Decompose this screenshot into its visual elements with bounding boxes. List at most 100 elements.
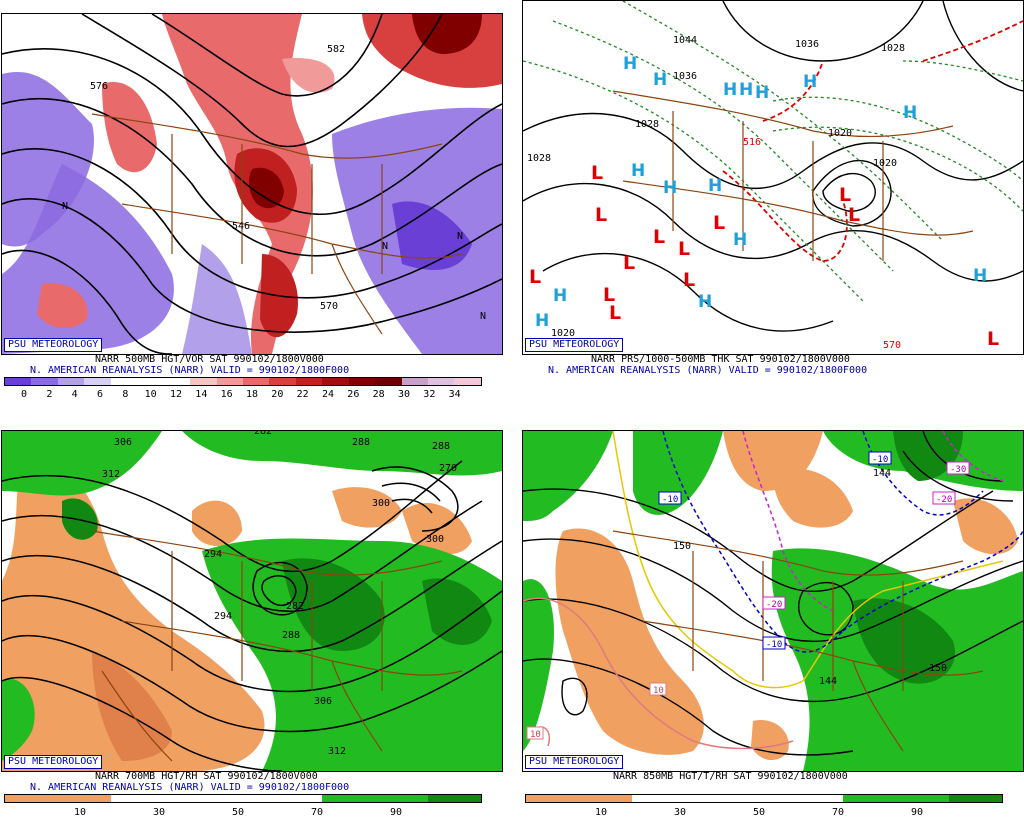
temp-label: 10 — [653, 686, 664, 696]
scale-swatch — [137, 378, 164, 385]
scale-swatch — [110, 378, 138, 385]
map-title: NARR PRS/1000-500MB THK SAT 990102/1800V… — [591, 354, 850, 365]
isobar-label: 1036 — [795, 39, 819, 50]
height-label: 582 — [327, 44, 345, 55]
panel-500mb-vorticity: 576 582 570 546 N N N N PSU METEOROLOGY … — [0, 0, 505, 401]
scale-swatch — [348, 378, 376, 385]
height-label: 294 — [214, 611, 232, 622]
scale-tick: 24 — [321, 389, 335, 400]
scale-tick: 4 — [71, 389, 78, 400]
scale-tick: 90 — [910, 807, 924, 818]
height-label: 294 — [204, 549, 222, 560]
scale-tick: 14 — [195, 389, 208, 400]
vort-label: N — [62, 201, 68, 212]
height-label: 288 — [432, 441, 450, 452]
low-pressure-symbol: L — [713, 212, 725, 234]
map-title: NARR 700MB HGT/RH SAT 990102/1800V000 — [95, 771, 318, 782]
temp-label: -20 — [766, 600, 782, 610]
temp-label: -10 — [766, 640, 782, 650]
height-label: 300 — [372, 498, 390, 509]
rh-color-scale — [4, 794, 482, 803]
high-pressure-symbol: H — [723, 80, 737, 100]
high-pressure-symbol: H — [733, 230, 747, 250]
scale-tick: 2 — [46, 389, 53, 400]
height-label: 288 — [352, 437, 370, 448]
isobar-label: 1028 — [881, 43, 905, 54]
map-subtitle: N. AMERICAN REANALYSIS (NARR) VALID = 99… — [30, 365, 350, 376]
high-pressure-symbol: H — [535, 311, 549, 331]
psu-meteorology-badge: PSU METEOROLOGY — [4, 338, 103, 352]
scale-tick: 70 — [831, 807, 845, 818]
height-label: 576 — [90, 81, 108, 92]
scale-swatch — [242, 378, 270, 385]
height-label: 312 — [102, 469, 120, 480]
high-pressure-symbol: H — [653, 70, 667, 90]
psu-meteorology-badge: PSU METEOROLOGY — [525, 338, 624, 352]
height-label: 270 — [439, 463, 457, 474]
height-label: 306 — [314, 696, 332, 707]
scale-tick: 50 — [231, 807, 245, 818]
height-label: 144 — [819, 676, 837, 687]
scale-tick: 26 — [347, 389, 360, 400]
scale-tick: 6 — [96, 389, 104, 400]
temp-label: -20 — [936, 495, 952, 505]
scale-tick: 18 — [245, 389, 259, 400]
low-pressure-symbol: L — [591, 162, 603, 184]
temp-label: 10 — [530, 730, 541, 740]
scale-swatch — [401, 378, 428, 385]
scale-swatch — [216, 378, 243, 385]
high-pressure-symbol: H — [803, 72, 817, 92]
scale-tick: 90 — [389, 807, 403, 818]
panel-850mb-temp-rh: -10 -10 -20 -10 -20 -30 10 10 144 150 14… — [518, 417, 1024, 819]
scale-tick: 20 — [271, 389, 284, 400]
low-pressure-symbol: L — [529, 266, 541, 288]
scale-swatch — [163, 378, 191, 385]
height-label: 150 — [673, 541, 691, 552]
vorticity-scale-ticks: 0 2 4 6 8 10 12 14 16 18 20 22 24 26 28 30 32 34 — [4, 389, 482, 401]
isobar-label: 1028 — [635, 119, 659, 130]
scale-swatch — [57, 378, 85, 385]
height-label: 306 — [114, 437, 132, 448]
map-850mb-temp-rh: -10 -10 -20 -10 -20 -30 10 10 144 150 14… — [522, 430, 1024, 772]
high-pressure-symbol: H — [698, 292, 712, 312]
scale-swatch — [5, 378, 32, 385]
scale-swatch — [84, 378, 111, 385]
high-pressure-symbol: H — [903, 103, 917, 123]
thickness-label: 570 — [883, 340, 901, 351]
scale-tick: 30 — [673, 807, 687, 818]
map-subtitle: N. AMERICAN REANALYSIS (NARR) VALID = 99… — [548, 365, 868, 376]
low-pressure-symbol: L — [603, 284, 615, 306]
scale-tick: 32 — [423, 389, 436, 400]
map-subtitle: N. AMERICAN REANALYSIS (NARR) VALID = 99… — [30, 782, 350, 793]
low-pressure-symbol: L — [623, 252, 635, 274]
temp-label: -10 — [872, 455, 888, 465]
high-pressure-symbol: H — [631, 161, 645, 181]
low-pressure-symbol: L — [848, 204, 860, 226]
height-label: 288 — [282, 630, 300, 641]
rh-scale-ticks: 10 30 50 70 90 — [4, 807, 482, 819]
scale-swatch — [454, 378, 481, 385]
panel-pressure-thickness: 1044 1036 1036 1028 1028 1028 1020 1020 … — [518, 0, 1024, 401]
height-label: 300 — [426, 534, 444, 545]
low-pressure-symbol: L — [839, 184, 851, 206]
isobar-label: 1020 — [551, 328, 575, 339]
scale-tick: 50 — [752, 807, 766, 818]
scale-swatch — [428, 378, 455, 385]
low-pressure-symbol: L — [683, 269, 695, 291]
scale-tick: 34 — [448, 389, 461, 400]
vort-label: N — [480, 311, 486, 322]
low-pressure-symbol: L — [609, 302, 621, 324]
high-pressure-symbol: H — [755, 83, 769, 103]
low-pressure-symbol: L — [595, 204, 607, 226]
vort-label: N — [457, 231, 463, 242]
vorticity-color-scale — [4, 377, 482, 386]
rh-scale-ticks: 10 30 50 70 90 — [525, 807, 1003, 819]
isobar-label: 1020 — [828, 128, 852, 139]
height-label: 546 — [232, 221, 250, 232]
psu-meteorology-badge: PSU METEOROLOGY — [4, 755, 103, 769]
high-pressure-symbol: H — [663, 178, 677, 198]
height-label: 312 — [328, 746, 346, 757]
scale-swatch — [269, 378, 296, 385]
low-pressure-symbol: L — [987, 328, 999, 350]
height-label: 150 — [929, 663, 947, 674]
